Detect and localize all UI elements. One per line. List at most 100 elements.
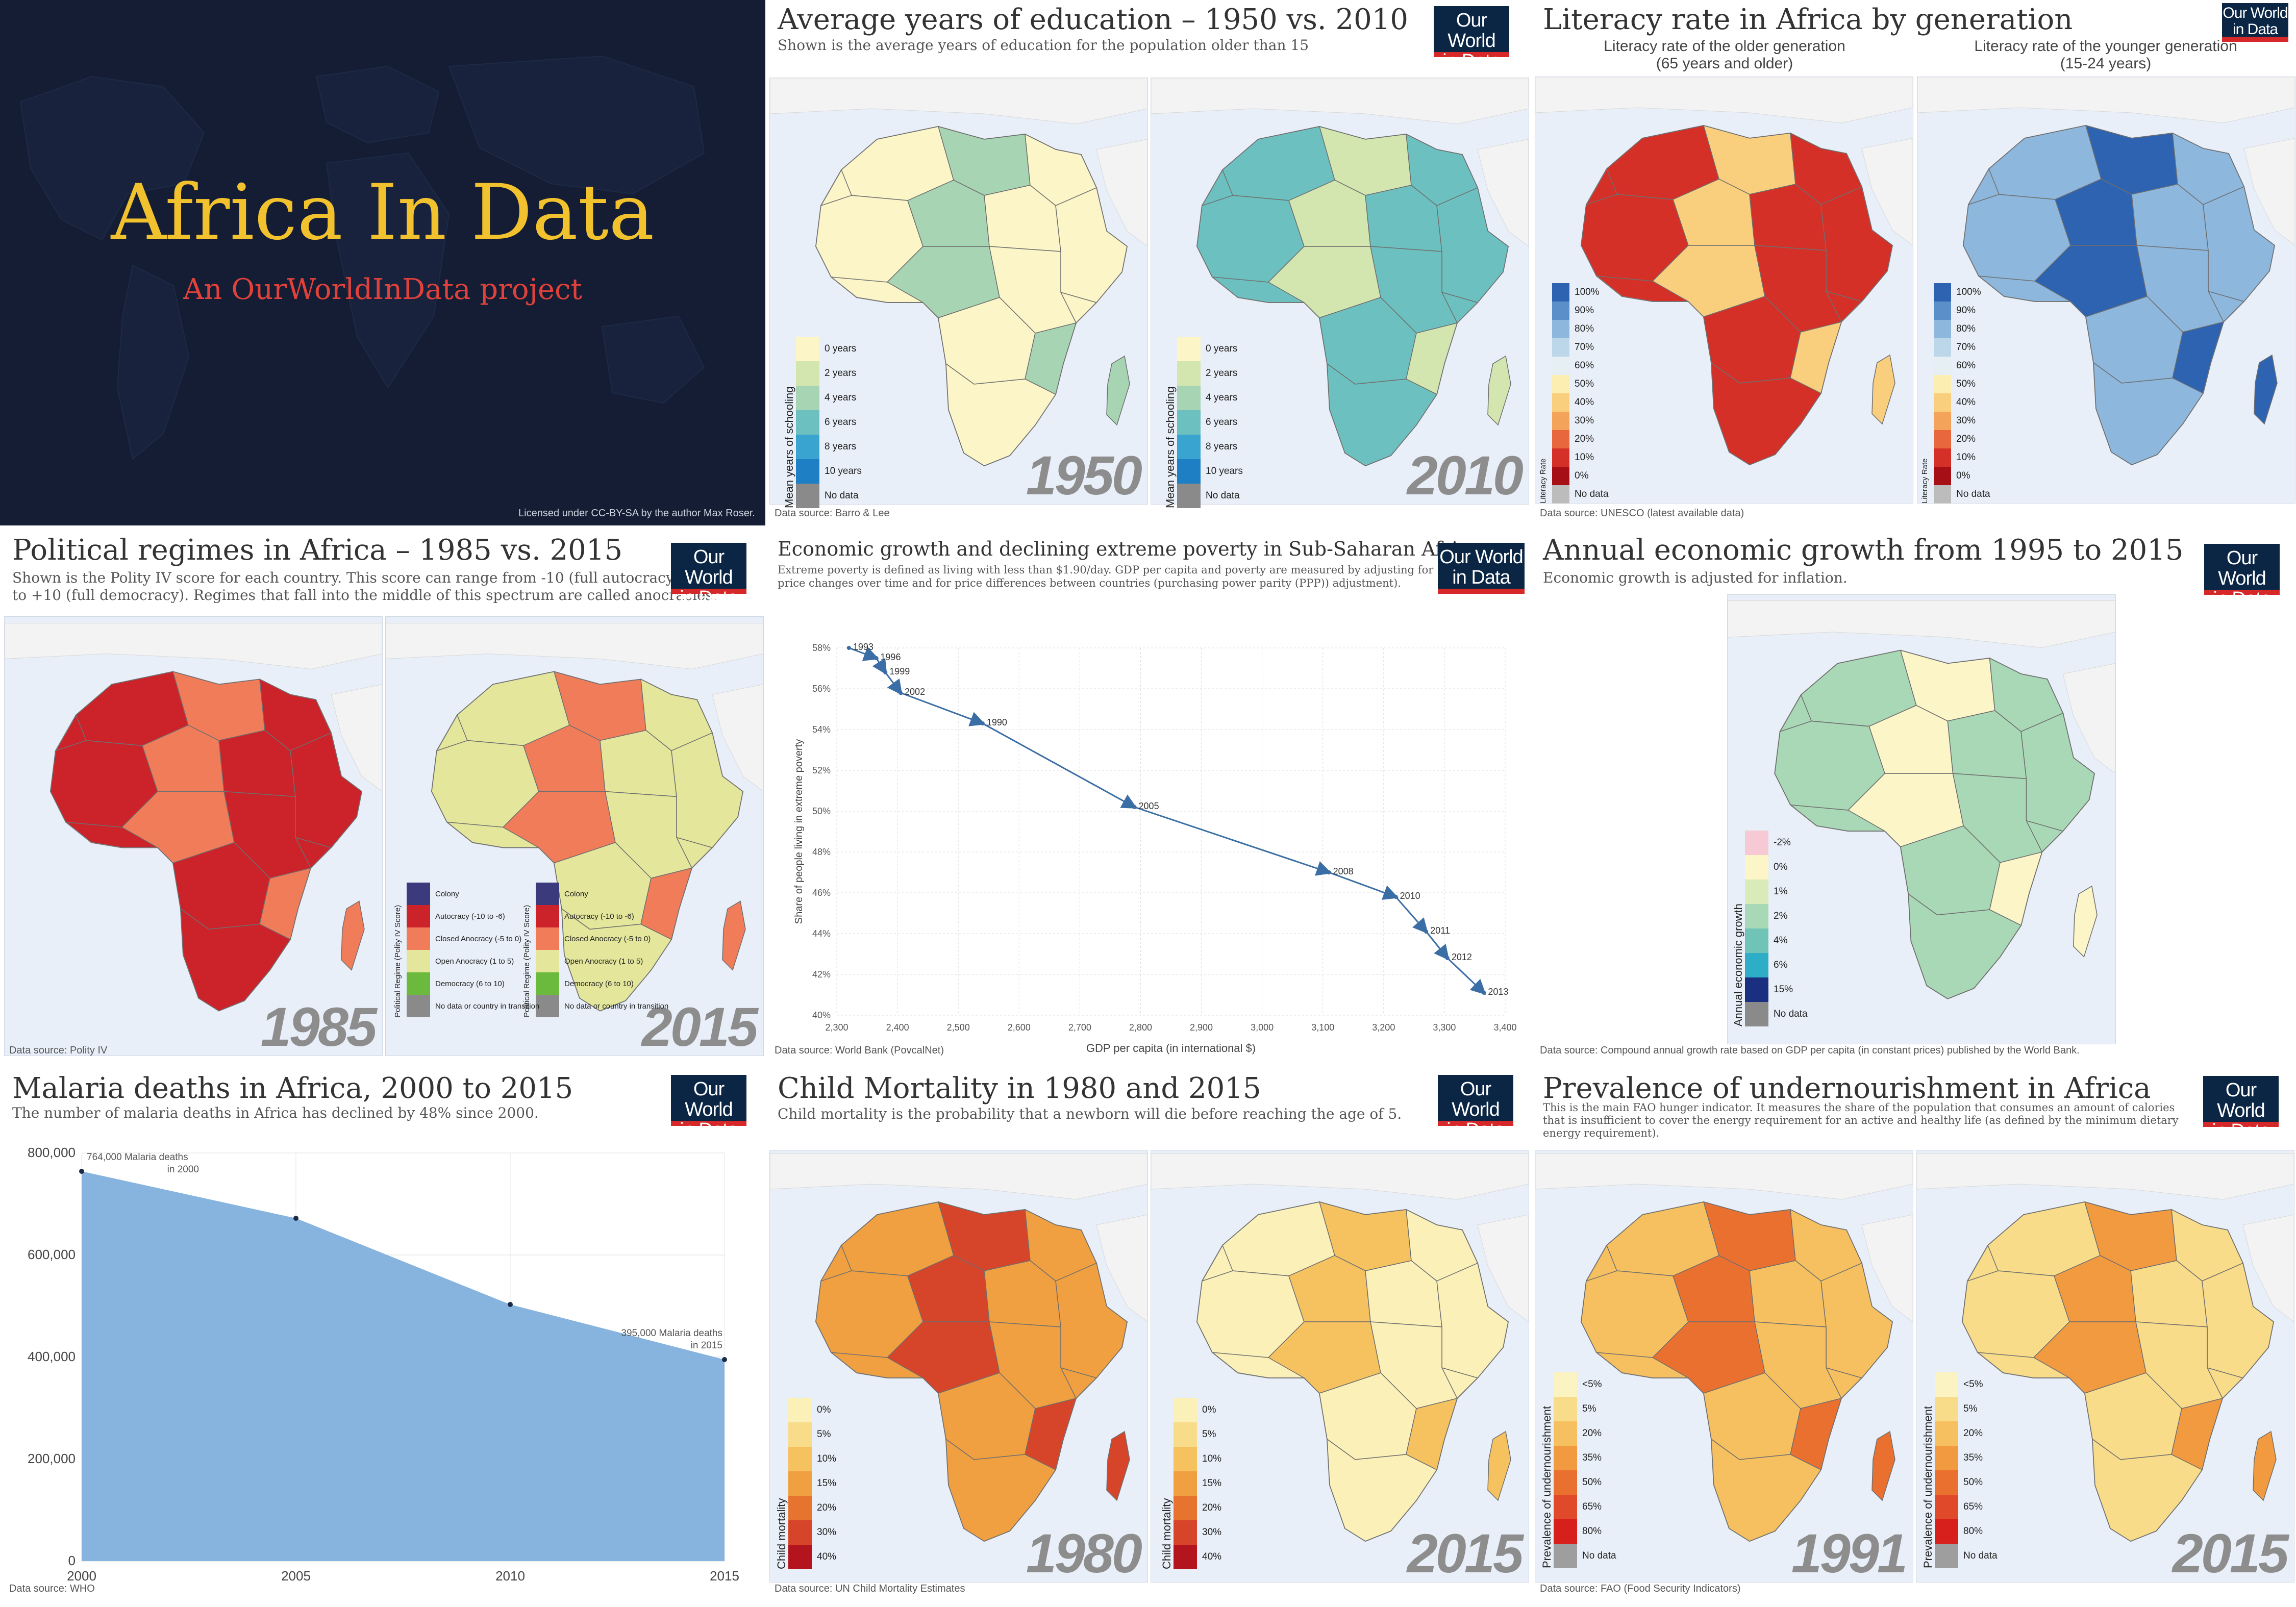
africa-map bbox=[1917, 77, 2295, 466]
legend-item: <5% bbox=[1935, 1372, 1998, 1397]
legend: 0% 5% 10% 15% 20% 30% 40% Child mortality bbox=[1160, 1398, 1222, 1569]
year-label: 1950 bbox=[1026, 444, 1142, 505]
education-source: Data source: Barro & Lee bbox=[775, 508, 890, 519]
africa-map bbox=[1916, 1153, 2294, 1542]
legend-item: 30% bbox=[788, 1520, 836, 1545]
legend-swatch bbox=[788, 1545, 812, 1569]
legend-label: 40% bbox=[1202, 1551, 1222, 1562]
legend-item: 35% bbox=[1554, 1446, 1616, 1470]
legend-swatch bbox=[796, 410, 819, 435]
legend-swatch bbox=[1177, 361, 1201, 386]
legend-swatch bbox=[1174, 1520, 1197, 1545]
legend-item: 80% bbox=[1934, 320, 1990, 338]
legend-title: Mean years of schooling bbox=[1164, 386, 1177, 508]
legend-label: No data bbox=[1774, 1009, 1808, 1019]
legend-item: 10% bbox=[1174, 1447, 1221, 1471]
undernourishment-map-2015: 2015 bbox=[1916, 1150, 2294, 1583]
legend-swatch bbox=[1552, 375, 1569, 393]
legend-item: 35% bbox=[1935, 1446, 1998, 1470]
legend-item: 15% bbox=[788, 1471, 836, 1496]
data-point bbox=[722, 1357, 727, 1362]
legend-swatch bbox=[1174, 1422, 1197, 1447]
legend-item: Colony bbox=[407, 883, 539, 905]
data-label: 2010 bbox=[1400, 891, 1420, 901]
legend-label: 30% bbox=[1202, 1527, 1222, 1538]
madagascar bbox=[1106, 1430, 1130, 1501]
x-tick-label: 2,700 bbox=[1068, 1022, 1091, 1033]
legend-swatch bbox=[1177, 435, 1201, 459]
data-point bbox=[883, 670, 888, 674]
legend-item: 0% bbox=[1552, 467, 1609, 485]
legend-label: 100% bbox=[1575, 287, 1600, 297]
legend-label: 0 years bbox=[1206, 343, 1238, 354]
legend-label: 80% bbox=[1963, 1526, 1983, 1537]
literacy-map-older bbox=[1535, 77, 1913, 504]
legend-label: 20% bbox=[1963, 1428, 1983, 1439]
legend-item: Open Anocracy (1 to 5) bbox=[536, 950, 668, 972]
legend-item: <5% bbox=[1554, 1372, 1616, 1397]
legend-swatch bbox=[1745, 855, 1768, 880]
child-mortality-map-2015: 2015 bbox=[1151, 1150, 1529, 1583]
data-point bbox=[846, 646, 851, 650]
country-region bbox=[259, 867, 312, 940]
legend-item: 65% bbox=[1554, 1495, 1616, 1519]
legend-swatch bbox=[1552, 283, 1569, 302]
legend-label: No data bbox=[1956, 489, 1990, 499]
legend-item: No data bbox=[1177, 484, 1243, 508]
country-region bbox=[1327, 363, 1438, 466]
legend-label: 80% bbox=[1575, 323, 1594, 334]
legend-swatch bbox=[1935, 1519, 1958, 1544]
country-region bbox=[2093, 362, 2204, 465]
madagascar bbox=[2073, 885, 2098, 958]
legend-label: Democracy (6 to 10) bbox=[435, 979, 505, 988]
legend-swatch bbox=[1934, 283, 1951, 302]
series-segment bbox=[982, 722, 1137, 809]
legend-swatch bbox=[1745, 928, 1768, 953]
legend: <5% 5% 20% 35% 50% 65% 80% No data Prevalence of… bbox=[1921, 1372, 1998, 1568]
series-segment bbox=[900, 692, 986, 726]
legend-swatch bbox=[1745, 904, 1768, 928]
legend-title: Child mortality bbox=[775, 1498, 788, 1569]
legend-label: Closed Anocracy (-5 to 0) bbox=[564, 934, 651, 943]
data-point bbox=[1327, 870, 1331, 874]
legend-item: 1% bbox=[1745, 880, 1808, 904]
legend-swatch bbox=[1174, 1471, 1197, 1496]
legend-label: 6% bbox=[1774, 960, 1788, 970]
year-label: 2015 bbox=[2172, 1522, 2289, 1583]
annotation-start: 764,000 Malaria deaths bbox=[87, 1152, 188, 1163]
legend-label: 40% bbox=[1575, 397, 1594, 408]
x-tick-label: 2005 bbox=[281, 1568, 311, 1584]
legend-label: 40% bbox=[817, 1551, 837, 1562]
child-mortality-title: Child Mortality in 1980 and 2015 bbox=[778, 1072, 1261, 1105]
owid-logo: Our World in Data bbox=[1434, 6, 1509, 71]
poverty-chart: 2,300 2,400 2,500 2,600 2,700 2,800 2,900 3,000… bbox=[793, 642, 1517, 1054]
x-tick-label: 2,900 bbox=[1190, 1022, 1213, 1033]
legend-label: 60% bbox=[1956, 360, 1976, 371]
landmass-europe bbox=[1917, 77, 2295, 123]
literacy-title: Literacy rate in Africa by generation bbox=[1543, 3, 2073, 36]
landmass-europe bbox=[1151, 1153, 1529, 1200]
growth-panel: Annual economic growth from 1995 to 2015… bbox=[1531, 531, 2296, 1066]
africa-map bbox=[5, 623, 382, 1012]
madagascar bbox=[1487, 1430, 1511, 1501]
legend-item: No data bbox=[796, 484, 862, 508]
legend-swatch bbox=[1934, 467, 1951, 485]
year-label: 1991 bbox=[1791, 1522, 1908, 1583]
owid-logo: Our World in Data bbox=[1438, 1075, 1513, 1140]
literacy-source: Data source: UNESCO (latest available da… bbox=[1540, 508, 1744, 519]
legend-swatch bbox=[1745, 831, 1768, 855]
legend-item: 60% bbox=[1934, 357, 1990, 375]
country-region bbox=[1711, 362, 1822, 465]
legend-swatch bbox=[1177, 410, 1201, 435]
data-label: 1993 bbox=[853, 642, 874, 652]
legend-label: 50% bbox=[1582, 1477, 1602, 1488]
legend-item: 80% bbox=[1552, 320, 1609, 338]
landmass-arabia bbox=[2062, 663, 2115, 774]
legend-swatch bbox=[788, 1398, 812, 1422]
legend-item: No data bbox=[1745, 1002, 1808, 1026]
legend-item: No data bbox=[1552, 485, 1609, 504]
legend-swatch bbox=[1177, 484, 1201, 508]
data-point bbox=[1424, 930, 1429, 934]
legend-label: <5% bbox=[1963, 1379, 1983, 1390]
africa-map bbox=[1151, 78, 1529, 467]
